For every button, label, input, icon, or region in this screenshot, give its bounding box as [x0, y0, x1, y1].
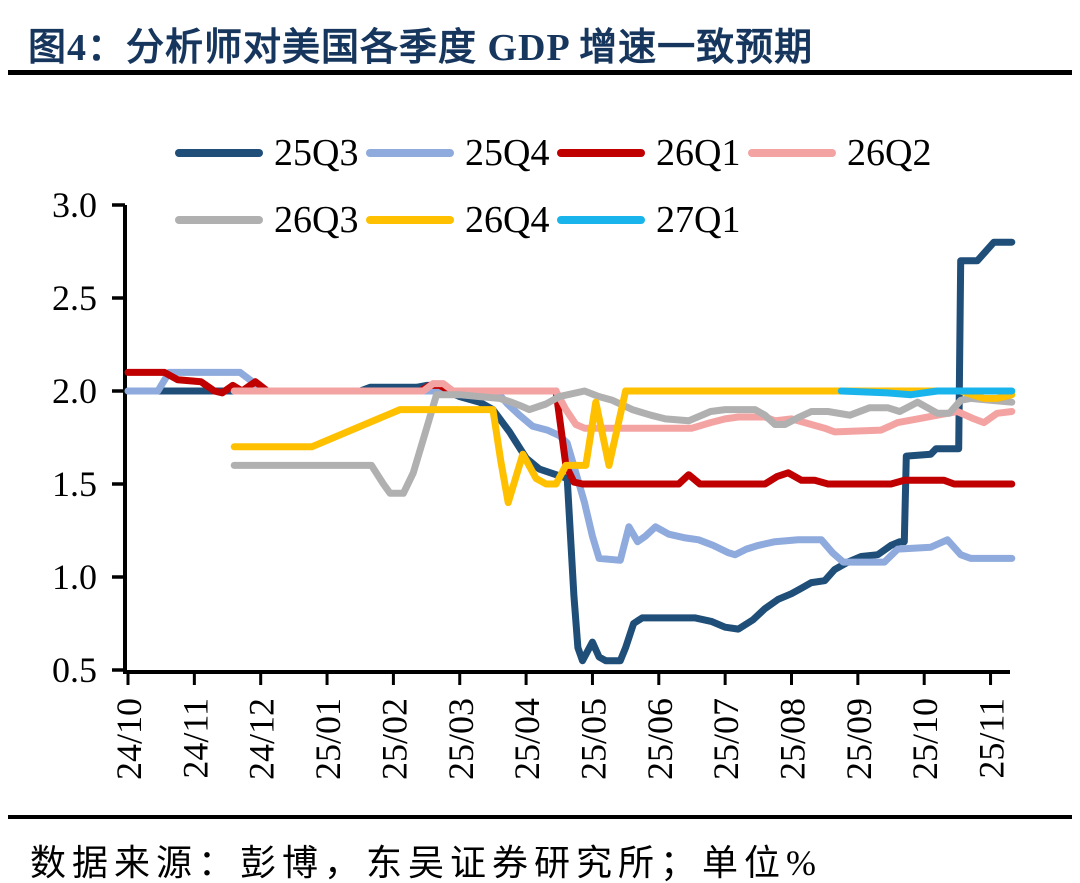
legend-item-26q2: 26Q2 [748, 134, 939, 172]
legend-row-1: 25Q3 25Q4 26Q1 26Q2 [175, 134, 939, 172]
legend-item-25q4: 25Q4 [366, 134, 557, 172]
x-tick-label: 25/06 [640, 698, 680, 780]
x-tick-label: 25/05 [573, 698, 613, 780]
series-line-26q3 [230, 387, 1016, 497]
y-tick-label: 2.5 [52, 278, 97, 318]
x-tick-label: 25/10 [905, 698, 945, 780]
footer-divider [8, 815, 1072, 819]
x-tick-label: 24/10 [109, 698, 149, 780]
x-tick-label: 25/09 [839, 698, 879, 780]
data-source-note: 数据来源：彭博，东吴证券研究所；单位% [30, 843, 822, 883]
legend-label: 26Q1 [656, 132, 741, 174]
legend-swatch-26q3 [175, 216, 263, 224]
legend-row-2: 26Q3 26Q4 27Q1 [175, 201, 748, 239]
legend-swatch-27q1 [557, 216, 645, 224]
title-divider [8, 70, 1072, 75]
series-line-26q1 [124, 368, 1016, 488]
series-line-25q3 [124, 238, 1016, 665]
legend-label: 25Q4 [465, 132, 550, 174]
x-tick-label: 24/12 [242, 698, 282, 780]
series-line-25q4 [124, 368, 1016, 566]
legend-label: 26Q2 [847, 132, 932, 174]
legend-item-26q1: 26Q1 [557, 134, 748, 172]
legend-label: 26Q3 [274, 199, 359, 241]
x-tick-label: 25/08 [773, 698, 813, 780]
legend-label: 25Q3 [274, 132, 359, 174]
x-tick-label: 25/04 [507, 698, 547, 780]
legend-label: 27Q1 [656, 199, 741, 241]
x-tick-label: 25/03 [441, 698, 481, 780]
legend-swatch-25q4 [366, 149, 454, 157]
x-tick-label: 25/11 [972, 698, 1012, 779]
y-tick-label: 3.0 [52, 185, 97, 225]
legend-item-25q3: 25Q3 [175, 134, 366, 172]
y-tick-label: 1.0 [52, 557, 97, 597]
legend-label: 26Q4 [465, 199, 550, 241]
legend-swatch-26q2 [748, 149, 836, 157]
y-tick-label: 0.5 [52, 650, 97, 690]
y-tick-label: 1.5 [52, 464, 97, 504]
x-tick-label: 24/11 [175, 698, 215, 779]
y-tick-label: 2.0 [52, 371, 97, 411]
legend-swatch-25q3 [175, 149, 263, 157]
legend-item-26q4: 26Q4 [366, 201, 557, 239]
x-tick-label: 25/02 [374, 698, 414, 780]
x-tick-label: 25/07 [706, 698, 746, 780]
legend-item-26q3: 26Q3 [175, 201, 366, 239]
x-tick-label: 25/01 [308, 698, 348, 780]
figure-title: 图4：分析师对美国各季度 GDP 增速一致预期 [28, 27, 814, 69]
series-line-27q1 [837, 387, 1016, 399]
legend-swatch-26q1 [557, 149, 645, 157]
legend-item-27q1: 27Q1 [557, 201, 748, 239]
legend-swatch-26q4 [366, 216, 454, 224]
